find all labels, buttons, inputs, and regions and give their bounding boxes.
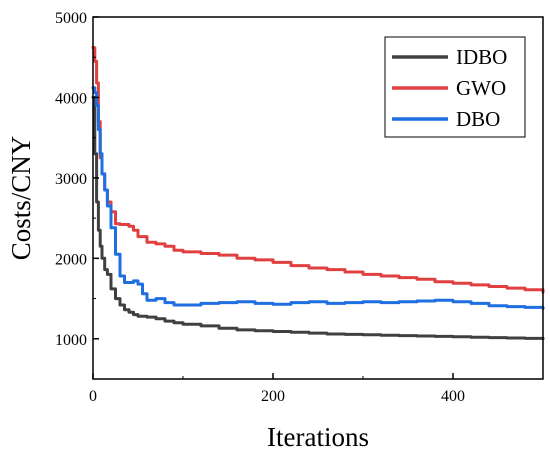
series-line-dbo	[91, 86, 545, 310]
legend-entries: IDBO GWO DBO	[392, 45, 507, 131]
series-line-idbo	[91, 95, 545, 341]
y-tick-label: 3000	[55, 171, 87, 188]
legend: IDBO GWO DBO	[384, 36, 526, 138]
y-tick-label: 2000	[55, 251, 87, 268]
legend-label-idbo: IDBO	[456, 45, 507, 69]
x-tick-label: 200	[261, 388, 285, 405]
y-tick-label: 5000	[55, 10, 87, 27]
legend-label-gwo: GWO	[456, 76, 506, 100]
y-tick-label: 1000	[55, 332, 87, 349]
x-axis-title: Iterations	[267, 422, 369, 452]
x-tick-label: 0	[89, 388, 97, 405]
legend-label-dbo: DBO	[456, 107, 500, 131]
plot-frame	[92, 16, 544, 380]
y-tick-label: 4000	[55, 90, 87, 107]
y-axis-title: Costs/CNY	[6, 136, 36, 261]
axes-layer	[92, 16, 544, 380]
x-tick-label: 400	[441, 388, 465, 405]
ticks-layer: 1000 2000 3000 4000 5000 0 200 400	[55, 10, 465, 405]
series-layer	[91, 46, 545, 341]
